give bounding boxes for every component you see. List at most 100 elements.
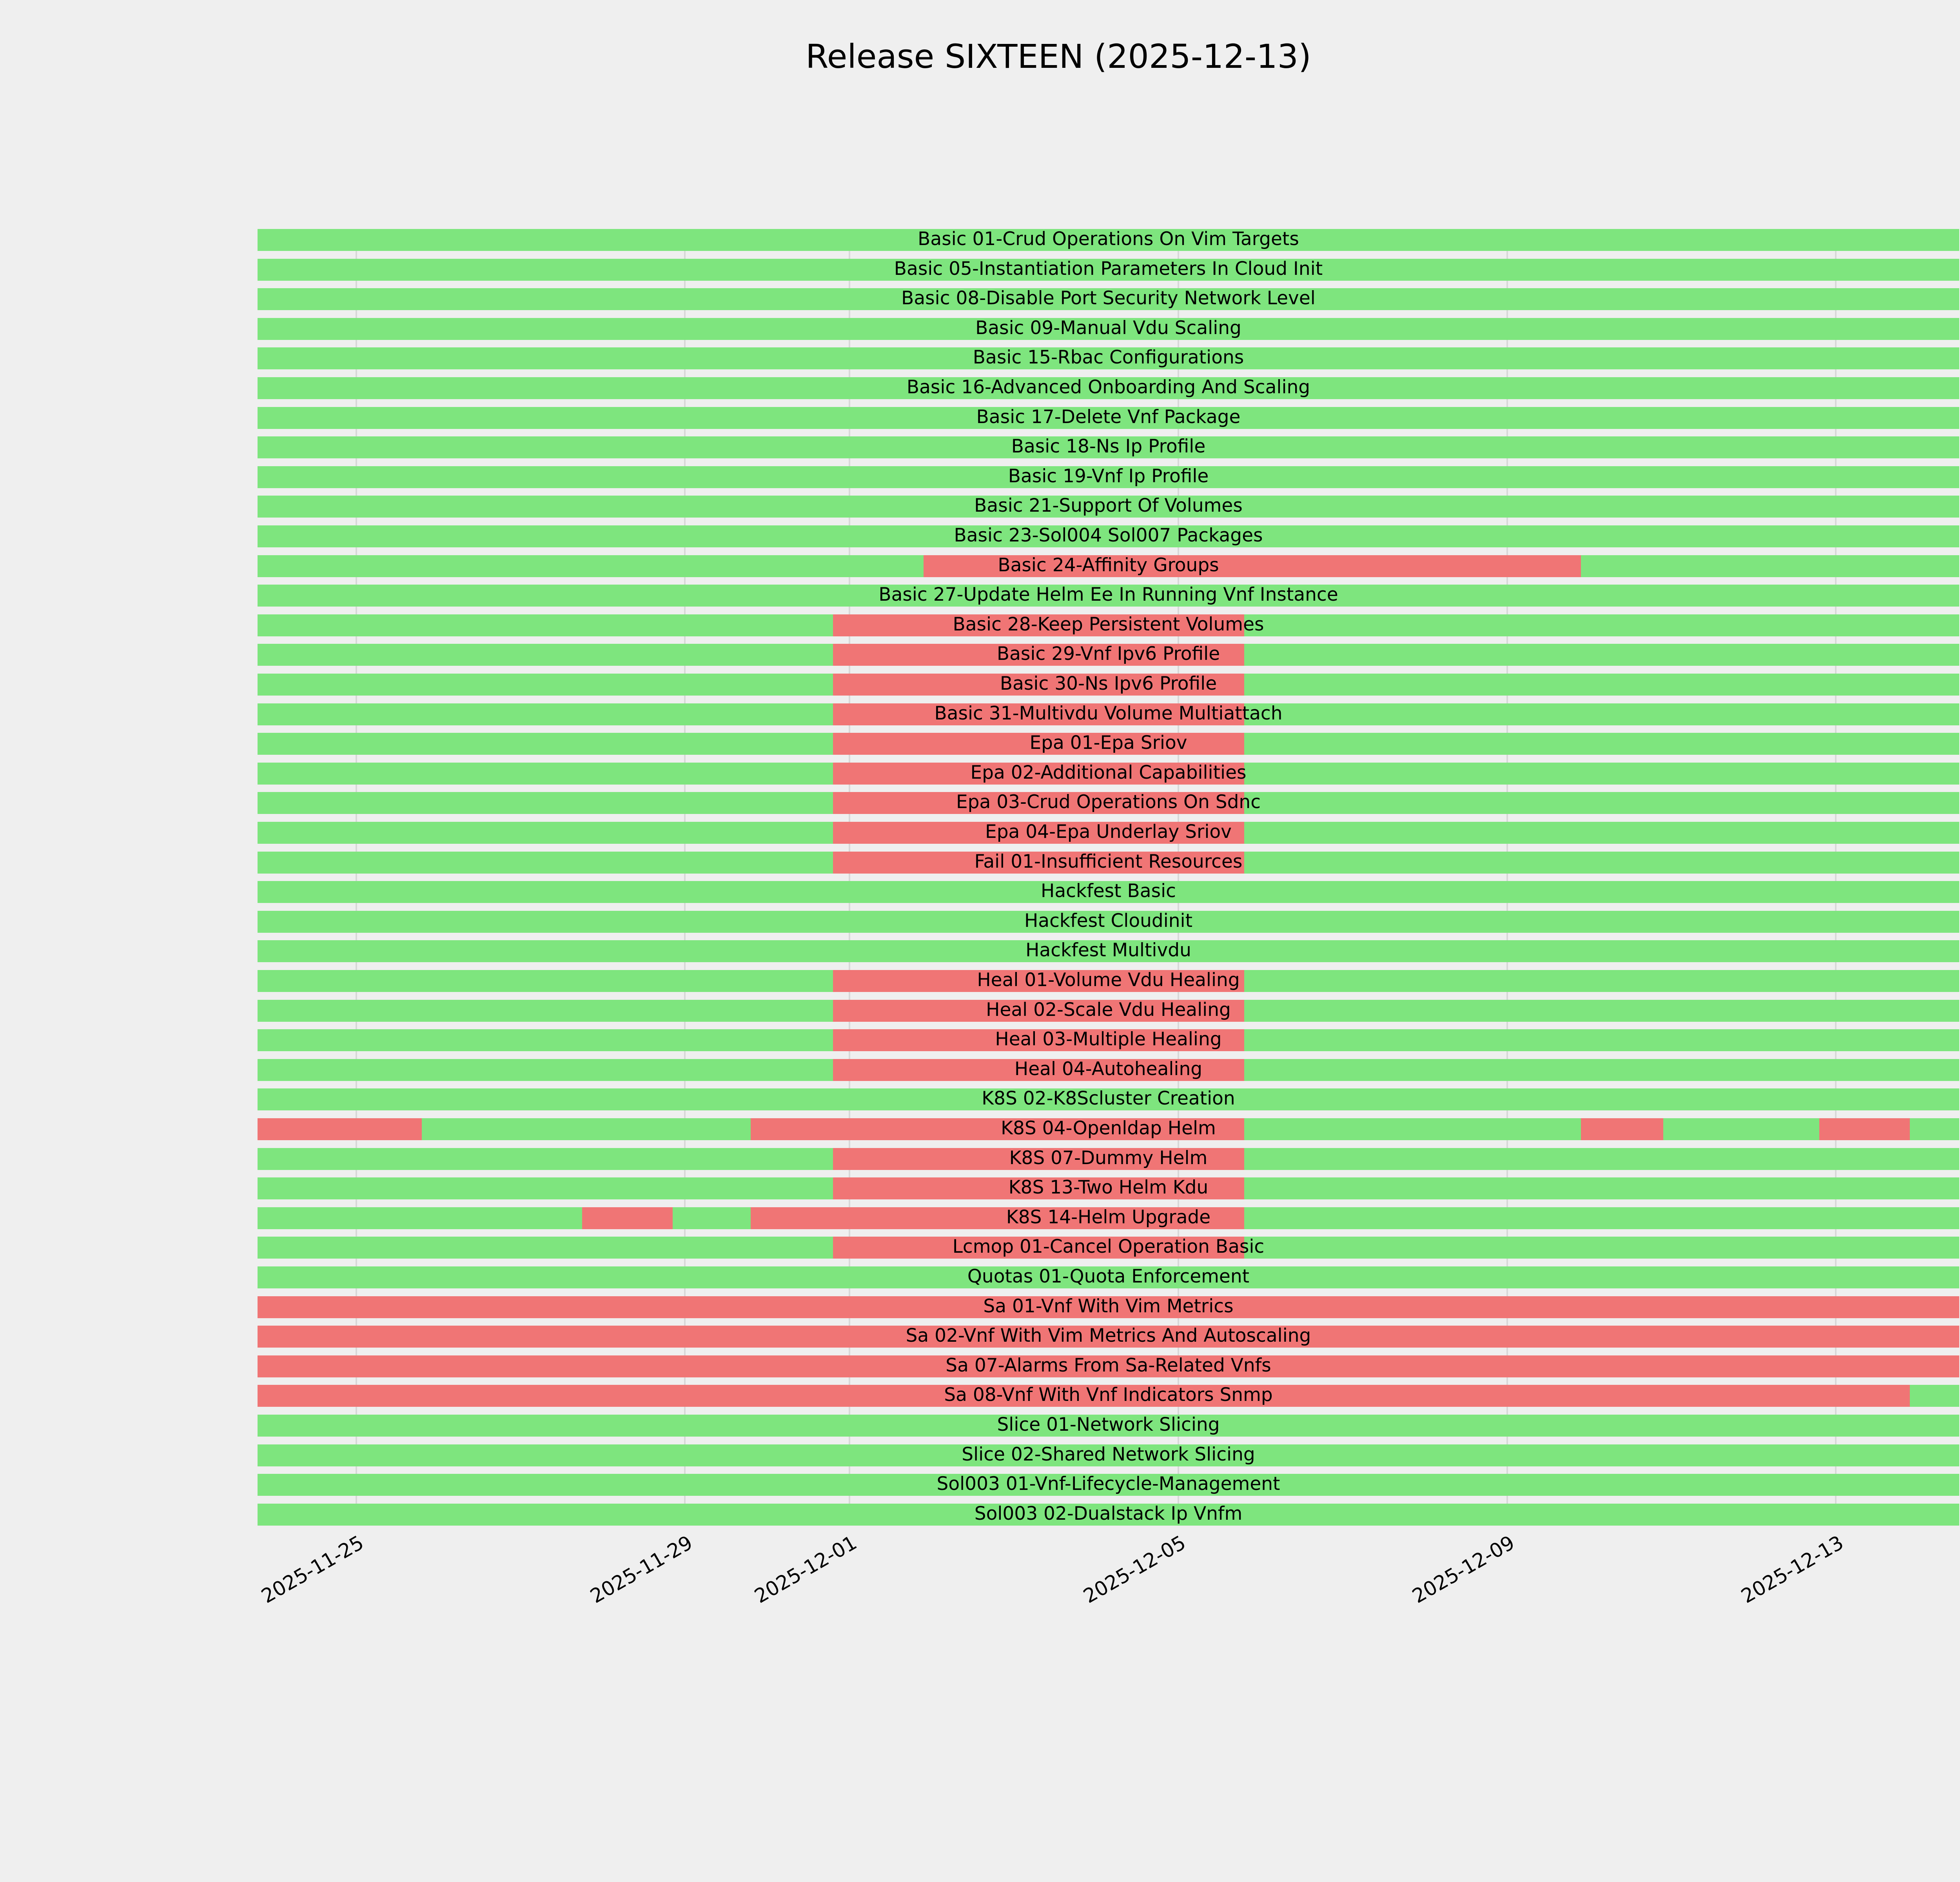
bar-segment-fail <box>833 703 1244 725</box>
bar-segment-fail <box>833 851 1244 874</box>
bar-segment-pass <box>1244 792 1959 814</box>
gantt-row: Heal 03-Multiple Healing <box>258 1028 1959 1052</box>
bar-segment-pass <box>258 1059 833 1081</box>
bar-segment-fail <box>833 1059 1244 1081</box>
bar-segment-pass <box>422 1118 751 1140</box>
bar-segment-pass <box>258 1474 1959 1496</box>
bar-segment-pass <box>1244 851 1959 874</box>
bar-segment-pass <box>258 674 833 696</box>
bar-segment-fail <box>258 1118 422 1140</box>
bar-segment-pass <box>258 258 1959 281</box>
bar-segment-fail <box>833 1029 1244 1052</box>
bar-segment-fail <box>1581 1118 1664 1140</box>
gantt-row: Slice 02-Shared Network Slicing <box>258 1443 1959 1466</box>
gantt-row: Basic 16-Advanced Onboarding And Scaling <box>258 376 1959 399</box>
bar-segment-pass <box>258 525 1959 547</box>
bar-segment-pass <box>1581 555 1959 577</box>
bar-segment-fail <box>833 614 1244 636</box>
bar-segment-fail <box>833 822 1244 844</box>
bar-segment-pass <box>1244 674 1959 696</box>
bar-segment-pass <box>258 377 1959 399</box>
gantt-row: Sol003 01-Vnf-Lifecycle-Management <box>258 1473 1959 1496</box>
bar-segment-pass <box>258 555 924 577</box>
gantt-row: Basic 19-Vnf Ip Profile <box>258 465 1959 488</box>
bar-segment-pass <box>258 1266 1959 1288</box>
gantt-row: Basic 17-Delete Vnf Package <box>258 406 1959 429</box>
x-axis: 2025-11-25 2025-11-29 2025-12-01 2025-12-05… <box>258 1526 1959 1643</box>
bar-segment-pass <box>258 1444 1959 1466</box>
gantt-row: Basic 05-Instantiation Parameters In Clo… <box>258 258 1959 281</box>
bar-segment-pass <box>1244 1118 1581 1140</box>
gridline-2025-11-25 <box>355 229 357 1526</box>
gantt-row: Sol003 02-Dualstack Ip Vnfm <box>258 1503 1959 1526</box>
gantt-row: Slice 01-Network Slicing <box>258 1414 1959 1437</box>
bar-segment-pass <box>258 792 833 814</box>
bar-segment-pass <box>258 1207 583 1229</box>
x-tick-label: 2025-12-05 <box>1080 1531 1190 1608</box>
gantt-row: Sa 02-Vnf With Vim Metrics And Autoscali… <box>258 1325 1959 1348</box>
bar-segment-pass <box>258 970 833 992</box>
x-tick-label: 2025-12-09 <box>1408 1531 1519 1608</box>
gantt-row: Epa 03-Crud Operations On Sdnc <box>258 791 1959 814</box>
bar-segment-pass <box>1910 1385 1959 1407</box>
bar-segment-pass <box>258 1177 833 1200</box>
x-tick-label: 2025-11-25 <box>257 1531 368 1608</box>
bar-segment-pass <box>258 733 833 755</box>
bar-segment-pass <box>258 999 833 1022</box>
plot-area: Basic 01-Crud Operations On Vim Targets B… <box>258 228 1959 1526</box>
bar-segment-fail <box>833 999 1244 1022</box>
bar-segment-pass <box>1244 1148 1959 1170</box>
gantt-row: Heal 01-Volume Vdu Healing <box>258 969 1959 992</box>
bar-segment-fail <box>258 1326 1959 1348</box>
bar-segment-pass <box>258 347 1959 370</box>
bar-segment-pass <box>1910 1118 1959 1140</box>
bar-segment-pass <box>1244 733 1959 755</box>
bar-segment-pass <box>258 851 833 874</box>
gantt-row: Basic 23-Sol004 Sol007 Packages <box>258 525 1959 547</box>
bar-segment-pass <box>258 1503 1959 1526</box>
bar-segment-pass <box>258 407 1959 429</box>
bar-segment-pass <box>258 585 1959 607</box>
bar-segment-pass <box>258 1029 833 1052</box>
bar-segment-pass <box>1244 822 1959 844</box>
bar-segment-fail <box>258 1355 1959 1377</box>
gantt-row: Basic 18-Ns Ip Profile <box>258 436 1959 459</box>
x-tick-label: 2025-12-01 <box>751 1531 861 1608</box>
bar-segment-pass <box>1244 1237 1959 1259</box>
bar-segment-pass <box>258 1237 833 1259</box>
x-tick-label: 2025-12-13 <box>1737 1531 1847 1608</box>
bar-segment-pass <box>1244 614 1959 636</box>
gantt-row: Heal 04-Autohealing <box>258 1058 1959 1081</box>
bar-segment-fail <box>923 555 1581 577</box>
gantt-row: Epa 01-Epa Sriov <box>258 732 1959 755</box>
gantt-row: Basic 01-Crud Operations On Vim Targets <box>258 228 1959 251</box>
bar-segment-pass <box>258 496 1959 518</box>
bar-segment-pass <box>258 910 1959 933</box>
bar-segment-pass <box>1244 762 1959 785</box>
gantt-row: K8S 14-Helm Upgrade <box>258 1206 1959 1229</box>
gantt-row: K8S 02-K8Scluster Creation <box>258 1088 1959 1111</box>
gantt-row: Basic 28-Keep Persistent Volumes <box>258 614 1959 636</box>
gridline-2025-12-09 <box>1506 229 1508 1526</box>
bar-segment-fail <box>833 674 1244 696</box>
gantt-row: Epa 02-Additional Capabilities <box>258 762 1959 785</box>
gantt-row: Basic 29-Vnf Ipv6 Profile <box>258 643 1959 666</box>
gantt-row: Sa 01-Vnf With Vim Metrics <box>258 1295 1959 1318</box>
bar-segment-pass <box>258 1088 1959 1111</box>
bar-segment-pass <box>258 1415 1959 1437</box>
bar-segment-pass <box>1244 1059 1959 1081</box>
gantt-row: Quotas 01-Quota Enforcement <box>258 1266 1959 1288</box>
bar-segment-pass <box>258 614 833 636</box>
bar-segment-fail <box>751 1207 1244 1229</box>
bar-segment-fail <box>582 1207 673 1229</box>
gantt-row: Basic 21-Support Of Volumes <box>258 495 1959 518</box>
bar-segment-pass <box>258 1148 833 1170</box>
bar-segment-pass <box>258 822 833 844</box>
bar-segment-fail <box>833 970 1244 992</box>
gridline-2025-11-29 <box>684 229 686 1526</box>
bar-segment-pass <box>673 1207 751 1229</box>
x-tick-label: 2025-11-29 <box>586 1531 697 1608</box>
bar-segment-pass <box>1244 644 1959 666</box>
gantt-row: K8S 07-Dummy Helm <box>258 1147 1959 1170</box>
